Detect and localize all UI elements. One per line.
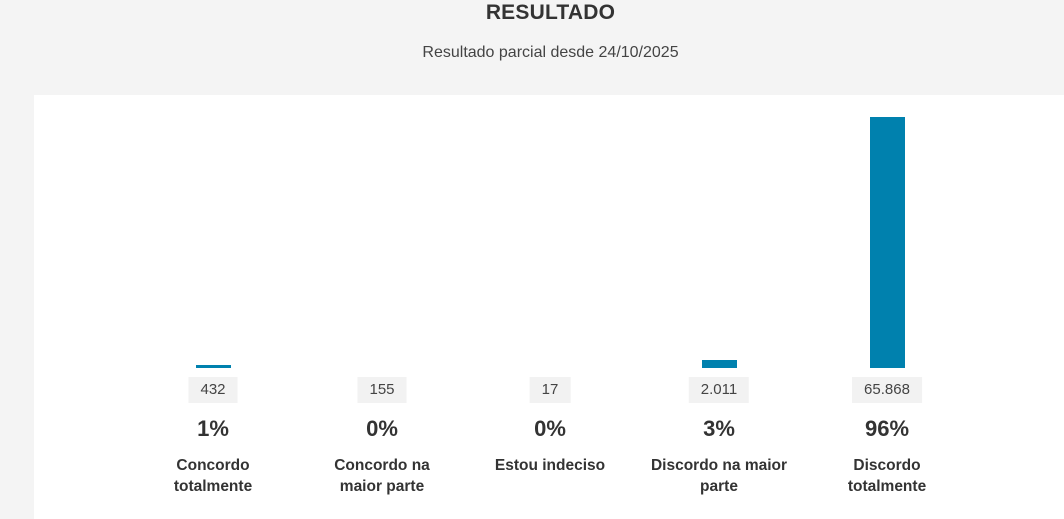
bar-4 (701, 360, 737, 368)
vote-count-2: 155 (357, 377, 407, 403)
percent-label-5: 96% (864, 416, 910, 441)
percent-label-2: 0% (366, 416, 398, 441)
results-subtitle: Resultado parcial desde 24/10/2025 (422, 44, 679, 61)
category-label-5: Discordo totalmente (847, 457, 927, 495)
category-label-3: Estou indeciso (494, 457, 606, 474)
percent-label-4: 3% (703, 416, 735, 441)
vote-count-3: 17 (529, 377, 571, 403)
category-label-2: Concordo na maior parte (334, 457, 430, 495)
vote-count-4: 2.011 (688, 377, 750, 403)
bar-5 (869, 117, 905, 368)
percent-label-1: 1% (197, 416, 229, 441)
vote-count-1: 432 (188, 377, 238, 403)
bar-1 (195, 365, 231, 368)
vote-count-5: 65.868 (852, 377, 922, 403)
results-title: RESULTADO (485, 1, 616, 24)
percent-label-3: 0% (534, 416, 566, 441)
category-label-4: Discordo na maior parte (650, 457, 788, 495)
category-label-1: Concordo totalmente (173, 457, 253, 495)
